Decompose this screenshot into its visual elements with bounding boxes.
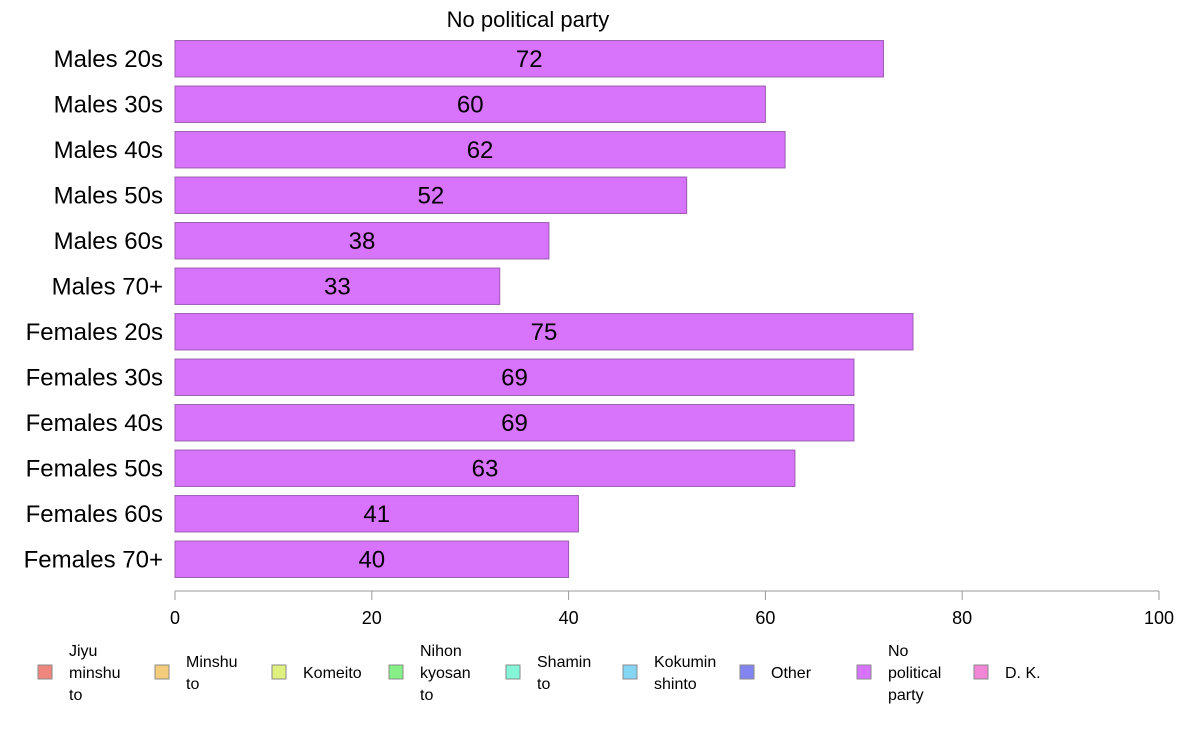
bars-group: Males 20s 72 Males 30s 60 Males 40s 62 Males 5… (24, 40, 914, 578)
value-label: 33 (324, 273, 351, 300)
legend-label: No (888, 643, 909, 660)
category-label: Males 50s (54, 182, 163, 209)
bar (174, 540, 570, 578)
x-tick-label: 80 (952, 608, 972, 628)
x-axis: 0 20 40 60 80 100 (170, 590, 1174, 628)
category-label: Females 30s (26, 364, 163, 391)
legend-label: kyosan (420, 665, 471, 682)
category-label: Males 40s (54, 137, 163, 164)
bar (174, 176, 688, 214)
legend-swatch (622, 664, 638, 680)
legend-label: Other (771, 665, 812, 682)
legend-label: to (420, 687, 433, 704)
legend-swatch (271, 664, 287, 680)
legend-label: D. K. (1005, 665, 1041, 682)
legend-label: Jiyu (69, 643, 97, 660)
legend-label: Komeito (303, 665, 362, 682)
legend-label: to (69, 687, 82, 704)
x-tick-label: 40 (559, 608, 579, 628)
legend-swatch (37, 664, 53, 680)
category-label: Males 60s (54, 228, 163, 255)
x-tick-label: 20 (362, 608, 382, 628)
value-label: 63 (472, 455, 499, 482)
legend-label: party (888, 687, 924, 704)
value-label: 60 (457, 91, 484, 118)
legend-swatch (154, 664, 170, 680)
x-tick-label: 60 (755, 608, 775, 628)
category-label: Males 30s (54, 91, 163, 118)
value-label: 69 (501, 410, 528, 437)
value-label: 40 (358, 546, 385, 573)
value-label: 72 (516, 46, 543, 73)
bar (174, 131, 786, 169)
legend-swatch (739, 664, 755, 680)
legend-label: Minshu (186, 654, 238, 671)
value-label: 52 (417, 182, 444, 209)
bar (174, 358, 855, 396)
value-label: 41 (363, 501, 390, 528)
bar (174, 222, 550, 260)
legend-swatch (388, 664, 404, 680)
category-label: Females 40s (26, 410, 163, 437)
bar (174, 495, 579, 533)
category-label: Females 20s (26, 319, 163, 346)
bar (174, 449, 796, 487)
chart-title: No political party (447, 7, 610, 32)
bar (174, 267, 501, 305)
legend-swatch (973, 664, 989, 680)
legend-label: to (537, 676, 550, 693)
legend-label: to (186, 676, 199, 693)
legend-label: Kokumin (654, 654, 716, 671)
bar (174, 40, 884, 78)
legend-label: political (888, 665, 941, 682)
category-label: Males 20s (54, 46, 163, 73)
legend-swatch (505, 664, 521, 680)
legend-label: minshu (69, 665, 121, 682)
value-label: 69 (501, 364, 528, 391)
category-label: Males 70+ (52, 273, 163, 300)
bar (174, 404, 855, 442)
x-tick-label: 100 (1144, 608, 1174, 628)
x-tick-label: 0 (170, 608, 180, 628)
legend: Jiyu minshu to Minshu to Komeito Nihon kyosan to… (37, 643, 1041, 704)
bar (174, 85, 766, 123)
legend-label: Nihon (420, 643, 462, 660)
legend-swatch (856, 664, 872, 680)
legend-label: shinto (654, 676, 697, 693)
bar (174, 313, 914, 351)
category-label: Females 50s (26, 455, 163, 482)
category-label: Females 60s (26, 501, 163, 528)
legend-label: Shamin (537, 654, 591, 671)
value-label: 75 (531, 319, 558, 346)
value-label: 62 (467, 137, 494, 164)
value-label: 38 (349, 228, 376, 255)
category-label: Females 70+ (24, 546, 163, 573)
